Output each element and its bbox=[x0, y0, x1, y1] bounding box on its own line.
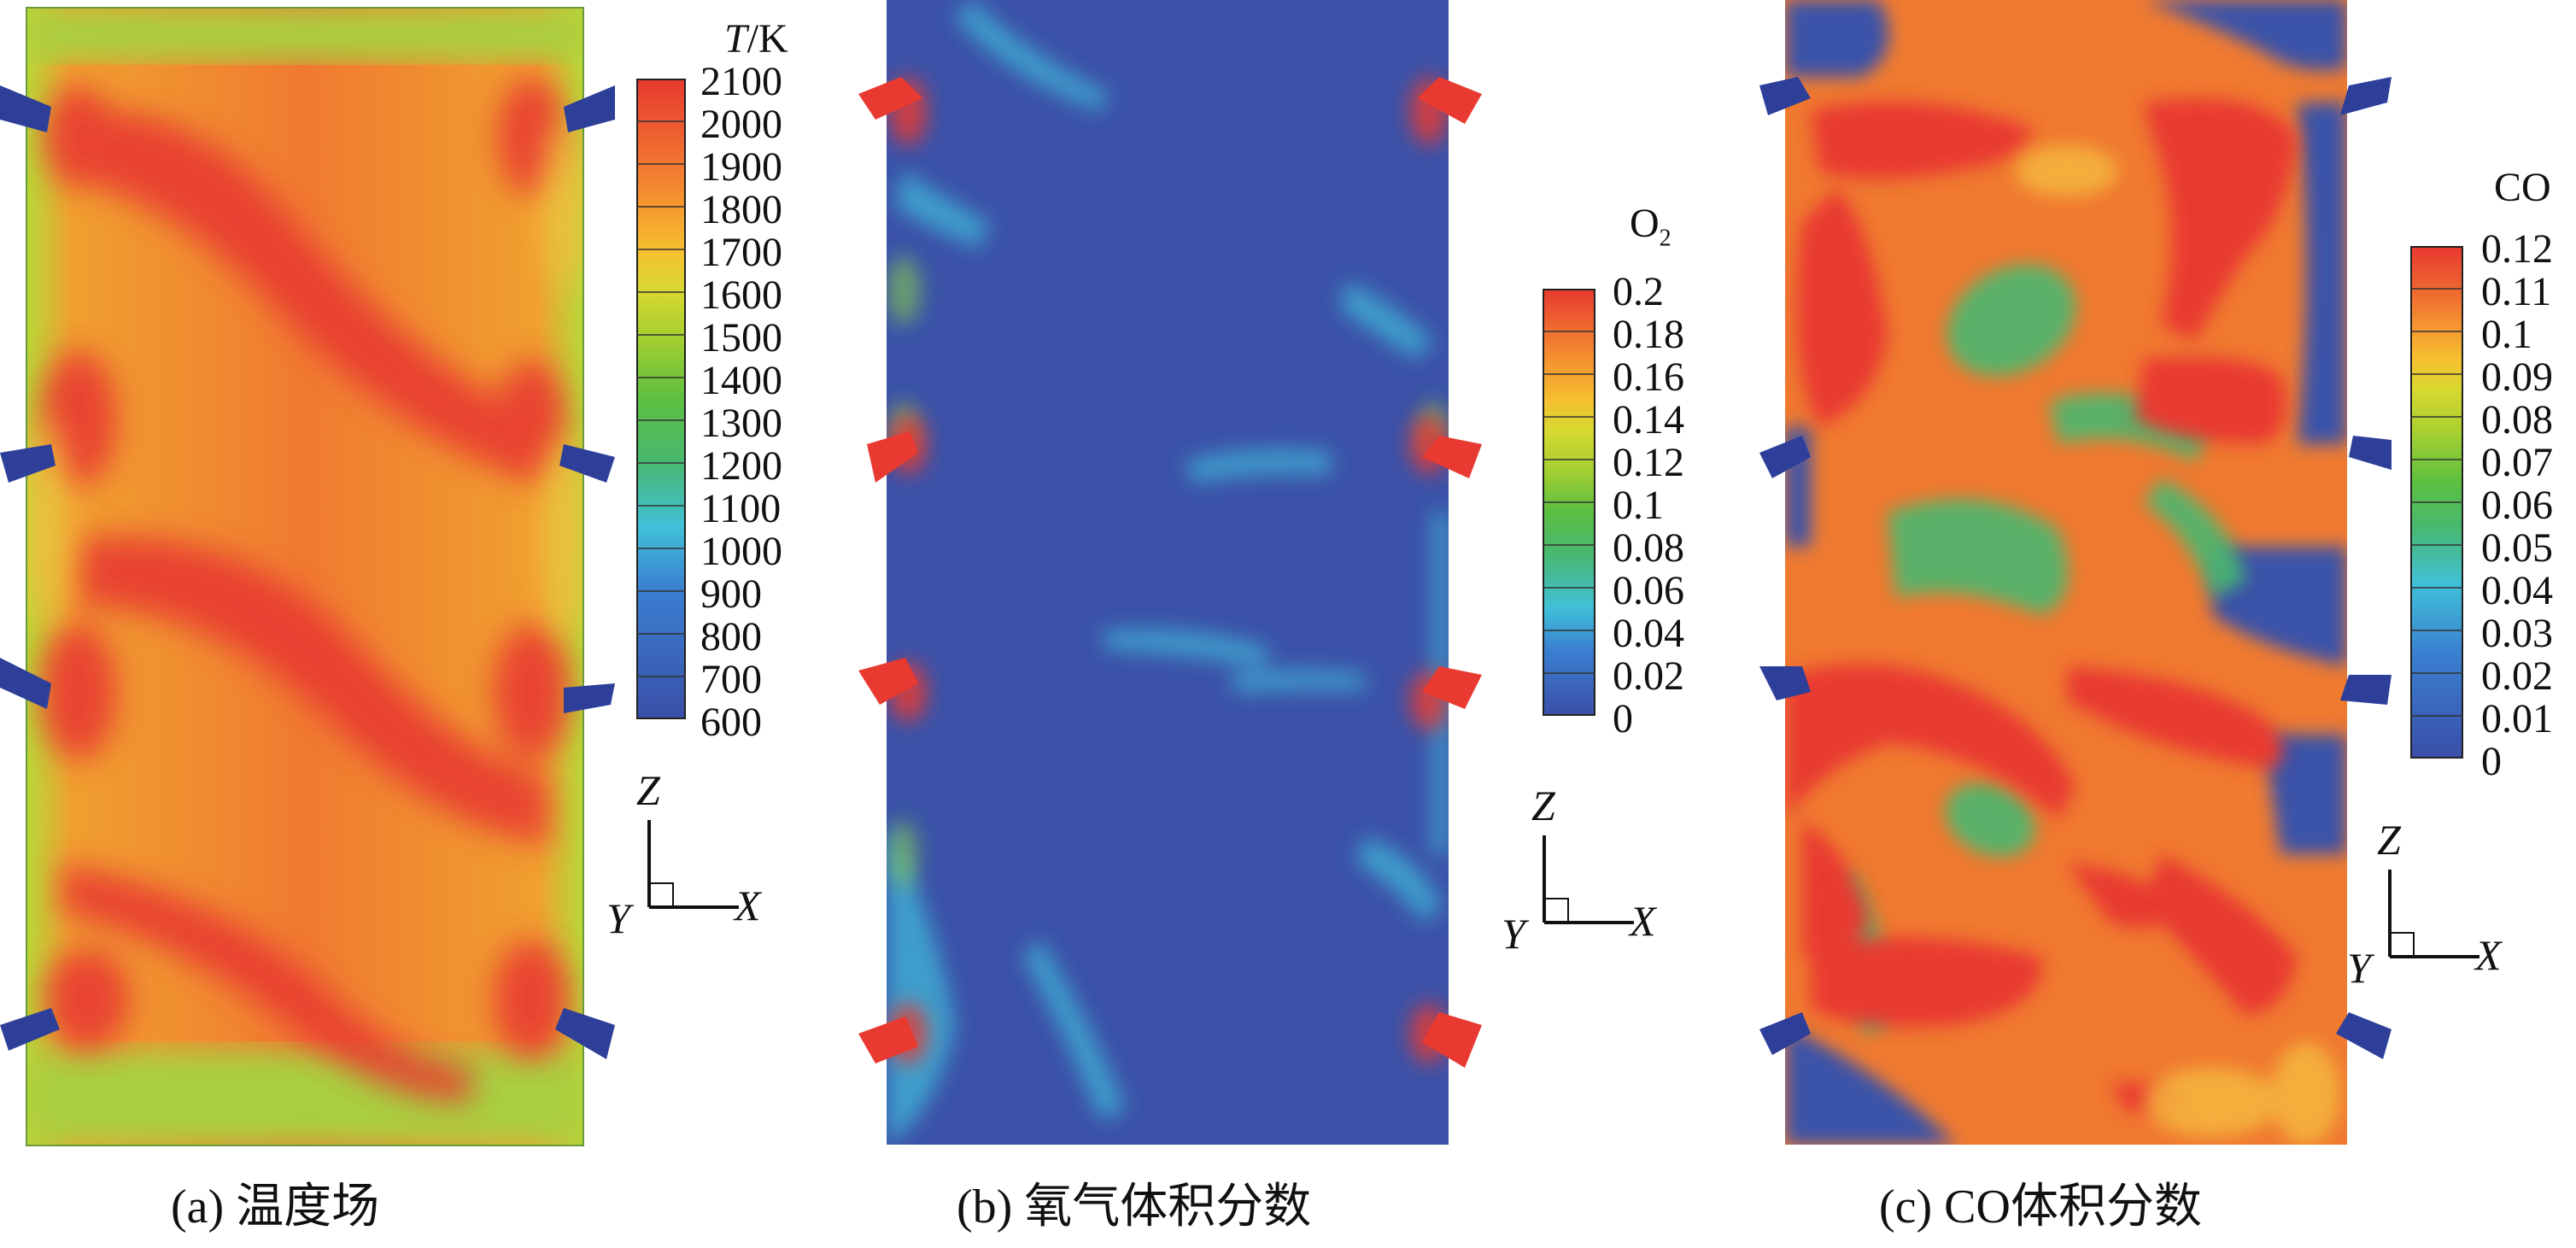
colorbar-tick: 1500 bbox=[700, 315, 782, 360]
colorbar-tick: 2000 bbox=[700, 102, 782, 147]
colorbar-tick: 1600 bbox=[700, 272, 782, 318]
colorbar-tick: 0 bbox=[1613, 696, 1633, 741]
colorbar-tick-lines bbox=[2410, 288, 2463, 717]
colorbar-tick: 1000 bbox=[700, 529, 782, 574]
caption-c: (c) CO体积分数 bbox=[1879, 1181, 2202, 1233]
nozzle-icon bbox=[0, 85, 615, 1059]
colorbar-tick: 0.07 bbox=[2481, 440, 2553, 485]
colorbar-title: O2 bbox=[1630, 201, 1671, 252]
colorbar-title: CO bbox=[2494, 165, 2551, 210]
temperature-contour bbox=[27, 9, 583, 1145]
colorbar-tick: 1200 bbox=[700, 443, 782, 489]
axis-y-label: Y bbox=[1502, 910, 1525, 958]
colorbar-tick: 0.06 bbox=[2481, 483, 2553, 528]
axis-z-label: Z bbox=[1531, 782, 1555, 829]
colorbar-tick: 0.1 bbox=[2481, 312, 2532, 357]
colorbar-tick: 0.03 bbox=[2481, 611, 2553, 656]
colorbar-tick: 800 bbox=[700, 614, 762, 659]
axis-y-label: Y bbox=[606, 894, 630, 942]
colorbar-tick: 900 bbox=[700, 571, 762, 617]
colorbar-tick: 700 bbox=[700, 657, 762, 702]
axes-lines bbox=[1543, 835, 1634, 924]
axes-lines bbox=[647, 820, 739, 909]
colorbar-tick: 0.02 bbox=[2481, 653, 2553, 699]
caption-b: (b) 氧气体积分数 bbox=[957, 1181, 1312, 1233]
axis-x-label: X bbox=[1630, 897, 1656, 945]
co-contour bbox=[1785, 0, 2347, 1145]
colorbar-title: T/K bbox=[724, 16, 788, 62]
oxygen-contour bbox=[887, 0, 1449, 1145]
colorbar-tick: 0.2 bbox=[1613, 269, 1664, 314]
colorbar-gradient bbox=[636, 79, 686, 719]
colorbar-tick: 0.02 bbox=[1613, 653, 1684, 699]
colorbar-tick: 0.12 bbox=[2481, 226, 2553, 272]
colorbar-tick: 2100 bbox=[700, 59, 782, 104]
colorbar-tick: 0.06 bbox=[1613, 568, 1684, 613]
axis-x-label: X bbox=[735, 882, 761, 929]
colorbar-tick: 0.08 bbox=[1613, 525, 1684, 571]
colorbar-tick: 1800 bbox=[700, 187, 782, 232]
axis-z-label: Z bbox=[2377, 816, 2401, 864]
coordinate-axes: Z X Y bbox=[598, 769, 794, 965]
colorbar-tick: 0.1 bbox=[1613, 483, 1664, 528]
colorbar-tick: 0.08 bbox=[2481, 397, 2553, 442]
colorbar-tick: 0.05 bbox=[2481, 525, 2553, 571]
axis-x-label: X bbox=[2475, 931, 2502, 979]
co-field bbox=[1785, 0, 2347, 1145]
colorbar-tick: 1900 bbox=[700, 144, 782, 190]
colorbar-tick: 0.18 bbox=[1613, 312, 1684, 357]
colorbar-tick-lines bbox=[1543, 331, 1595, 674]
colorbar-tick: 1700 bbox=[700, 230, 782, 275]
axes-lines bbox=[2388, 870, 2479, 958]
temperature-field bbox=[26, 7, 584, 1146]
colorbar-tick: 0.09 bbox=[2481, 354, 2553, 400]
axis-y-label: Y bbox=[2347, 944, 2371, 992]
colorbar-tick: 0.16 bbox=[1613, 354, 1684, 400]
colorbar-tick: 0.11 bbox=[2481, 269, 2552, 314]
coordinate-axes: Z X Y bbox=[1493, 784, 1689, 981]
nozzle-icon bbox=[858, 77, 1482, 1068]
colorbar-tick: 0.01 bbox=[2481, 696, 2553, 741]
nozzle-icon bbox=[1759, 77, 2392, 1059]
colorbar-tick: 1400 bbox=[700, 358, 782, 403]
colorbar-tick-lines bbox=[636, 120, 686, 677]
axis-z-label: Z bbox=[636, 766, 660, 814]
colorbar-tick: 1300 bbox=[700, 401, 782, 446]
colorbar-tick: 0.04 bbox=[1613, 611, 1684, 656]
oxygen-field bbox=[887, 0, 1449, 1145]
colorbar-tick: 1100 bbox=[700, 486, 782, 531]
coordinate-axes: Z X Y bbox=[2339, 818, 2535, 1015]
colorbar-tick: 0.14 bbox=[1613, 397, 1684, 442]
colorbar-tick: 600 bbox=[700, 700, 762, 745]
caption-a: (a) 温度场 bbox=[171, 1181, 380, 1233]
colorbar-tick: 0.12 bbox=[1613, 440, 1684, 485]
colorbar-tick: 0 bbox=[2481, 739, 2502, 784]
colorbar-tick: 0.04 bbox=[2481, 568, 2553, 613]
